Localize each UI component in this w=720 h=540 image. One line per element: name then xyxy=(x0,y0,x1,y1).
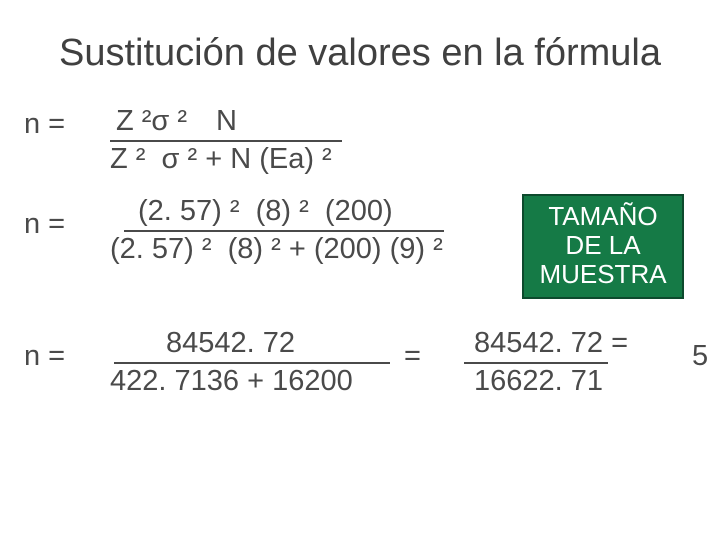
equation-1: Z ²σ ² N Z ² σ ² + N (Ea) ² xyxy=(110,106,400,176)
n-equals-3: n = xyxy=(24,340,65,373)
slide-title: Sustitución de valores en la fórmula xyxy=(0,32,720,75)
fraction-bar xyxy=(464,362,608,364)
badge-line1: TAMAÑO xyxy=(528,202,678,231)
eq3-denominator: 422. 7136 + 16200 xyxy=(110,366,410,398)
equation-2: (2. 57) ² (8) ² (200) (2. 57) ² (8) ² + … xyxy=(110,196,510,266)
fraction-bar xyxy=(124,230,444,232)
slide: Sustitución de valores en la fórmula n =… xyxy=(0,0,720,540)
badge-line3: MUESTRA xyxy=(528,260,678,289)
fraction-bar xyxy=(110,140,342,142)
sample-size-badge: TAMAÑO DE LA MUESTRA xyxy=(522,194,684,299)
eq3-numerator: 84542. 72 xyxy=(110,328,410,360)
eq3-denominator2: 16622. 71 xyxy=(464,366,674,398)
n-equals-2: n = xyxy=(24,208,65,241)
badge-line2: DE LA xyxy=(528,231,678,260)
fraction-bar xyxy=(114,362,390,364)
eq1-numerator: Z ²σ ² N xyxy=(110,106,400,138)
equation-3-right: 84542. 72 = 16622. 71 xyxy=(464,328,674,398)
eq3-numerator2: 84542. 72 = xyxy=(464,328,674,360)
result-value: 5 xyxy=(692,340,708,373)
eq2-numerator: (2. 57) ² (8) ² (200) xyxy=(110,196,510,228)
eq1-denominator: Z ² σ ² + N (Ea) ² xyxy=(110,144,400,176)
equation-3-left: 84542. 72 422. 7136 + 16200 xyxy=(110,328,410,398)
n-equals-1: n = xyxy=(24,108,65,141)
eq2-denominator: (2. 57) ² (8) ² + (200) (9) ² xyxy=(110,234,510,266)
equals-mid: = xyxy=(404,340,421,373)
